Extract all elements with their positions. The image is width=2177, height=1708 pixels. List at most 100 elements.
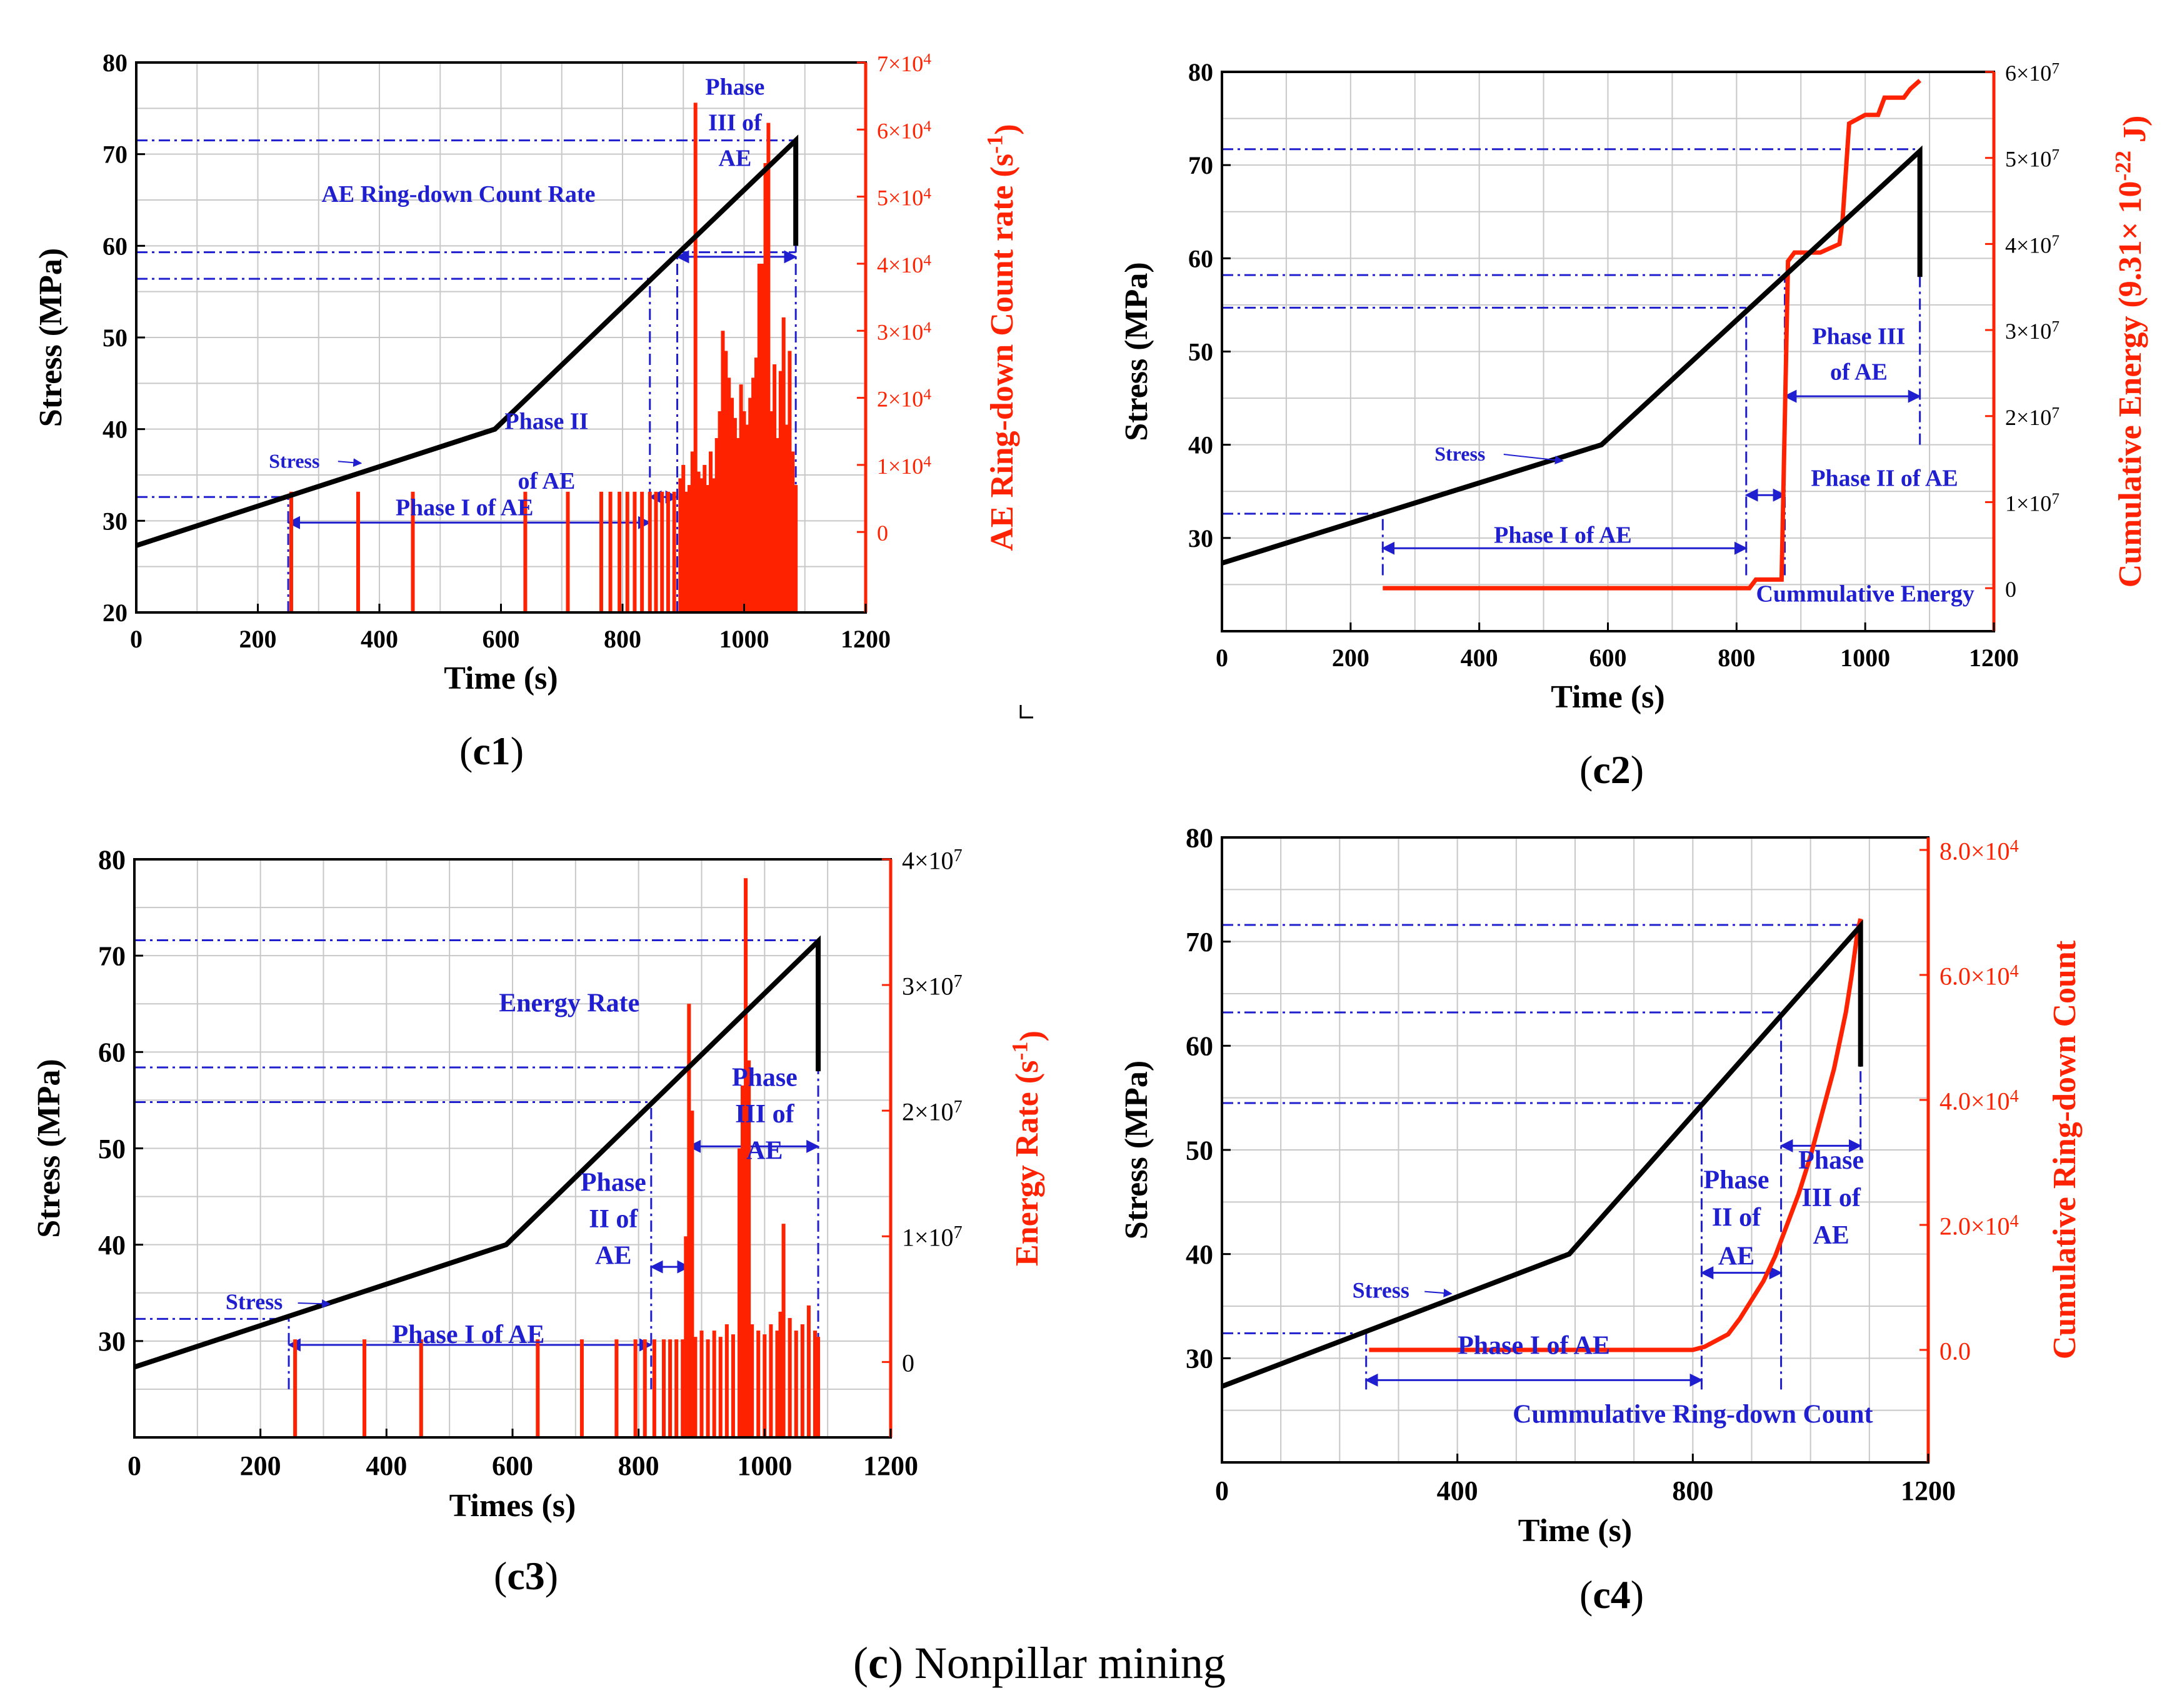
y2-axis-label: Cumulative Ring-down Count [2047, 940, 2083, 1359]
ae-bar [599, 491, 603, 612]
x-tick-label: 0 [1216, 644, 1228, 672]
ae-bar [684, 1236, 688, 1437]
ae-bar [706, 1339, 710, 1437]
y-tick-label: 80 [103, 49, 128, 77]
ae-bar [693, 102, 698, 612]
y2-tick-label: 7×104 [877, 51, 931, 76]
y-tick-label: 70 [1186, 927, 1213, 957]
x-tick-label: 1000 [737, 1451, 792, 1481]
y2-tick-label: 4×104 [877, 252, 931, 277]
y2-tick-label: 1×104 [877, 454, 931, 479]
ae-bar [652, 1339, 656, 1437]
series-annotation: Cummulative Energy [1756, 581, 1974, 607]
y-tick-label: 30 [98, 1326, 126, 1357]
ae-bar [654, 491, 658, 612]
ae-bar [411, 491, 415, 612]
y-tick-label: 70 [98, 941, 126, 972]
x-tick-label: 600 [483, 625, 520, 653]
ae-bar [731, 1334, 735, 1437]
cumulative-count-line [1369, 918, 1863, 1352]
ae-bar [730, 397, 734, 612]
phase3-label: Phase [705, 74, 764, 100]
y-tick-label: 50 [103, 324, 128, 352]
ae-bar [721, 331, 725, 612]
y2-tick-label: 6×104 [877, 118, 931, 143]
stress-pointer [298, 1299, 331, 1309]
y-tick-label: 30 [1186, 1344, 1213, 1374]
ae-bar [773, 364, 777, 612]
x-tick-label: 800 [618, 1451, 659, 1481]
x-tick-label: 0 [128, 1451, 141, 1481]
phase1-label: Phase I of AE [392, 1321, 544, 1349]
ae-bar [794, 485, 798, 612]
x-tick-label: 1200 [841, 625, 891, 653]
y-axis-label: Stress (MPa) [1119, 262, 1154, 441]
ae-bar [703, 464, 707, 612]
ae-bar [690, 451, 694, 612]
ae-bar [566, 491, 570, 612]
x-tick-label: 1000 [1840, 644, 1890, 672]
ae-bar [289, 491, 293, 612]
y2-tick-label: 1×107 [902, 1223, 963, 1252]
x-axis-label: Time (s) [444, 661, 558, 696]
x-tick-label: 200 [239, 625, 277, 653]
ae-bar [681, 1339, 685, 1437]
stress-annotation: Stress [1353, 1278, 1409, 1303]
x-tick-label: 400 [361, 625, 398, 653]
x-axis-label: Time (s) [1551, 679, 1664, 715]
ae-bar [666, 491, 670, 612]
chart-panel-c4: 0 400 800 1200 30 40 50 60 70 80 0.0 2.0×104 4.0×104… [1119, 822, 2083, 1549]
stress-line [135, 134, 799, 548]
ae-bar [712, 1331, 716, 1437]
y-tick-label: 40 [1188, 431, 1213, 459]
y-tick-label: 20 [103, 599, 128, 627]
y-tick-label: 80 [1186, 822, 1213, 853]
ae-bar [806, 1305, 811, 1437]
cumulative-energy-line [1383, 79, 1921, 591]
ae-bar [718, 411, 722, 612]
ae-bar [739, 384, 743, 612]
ae-bar [668, 1339, 673, 1437]
phase3-label: of AE [1830, 359, 1888, 385]
y-tick-label: 50 [1188, 338, 1213, 366]
ae-bar [724, 1324, 729, 1437]
x-tick-label: 800 [1718, 644, 1755, 672]
stress-line [133, 935, 821, 1370]
y-tick-label: 70 [103, 141, 128, 169]
y-tick-label: 40 [1186, 1239, 1213, 1270]
y2-tick-label: 0 [2005, 577, 2016, 602]
ae-bar [816, 1337, 821, 1437]
y2-tick-label: 4×107 [902, 846, 963, 875]
ae-bar [794, 1331, 798, 1437]
y-tick-label: 60 [98, 1037, 126, 1068]
ae-bar [788, 1317, 792, 1437]
ae-bar [754, 357, 758, 612]
phase2-label: of AE [518, 468, 576, 494]
ae-bar [419, 1339, 423, 1437]
ae-bar [778, 371, 783, 612]
phase2-label: Phase II of AE [1811, 465, 1958, 491]
y-axis-label: Stress (MPa) [31, 1059, 67, 1237]
ae-bar [745, 424, 749, 612]
x-tick-label: 600 [1589, 644, 1627, 672]
y-tick-label: 60 [1186, 1031, 1213, 1062]
ae-bar [742, 411, 746, 612]
ae-bar [733, 417, 737, 612]
chart-panel-c3: 0 200 400 600 800 1000 120030405060708001×1072… [31, 844, 1049, 1524]
phase1-label: Phase I of AE [1458, 1332, 1610, 1361]
ae-bar [618, 491, 622, 612]
ae-bar [709, 451, 713, 612]
y-tick-label: 50 [1186, 1135, 1213, 1166]
phase3-label: AE [1813, 1221, 1849, 1250]
stress-line [1221, 919, 1863, 1389]
ae-bar [741, 1085, 745, 1437]
phase2-label: II of [1712, 1204, 1761, 1232]
phase3-label: Phase III [1812, 324, 1905, 350]
ae-bar [781, 1224, 786, 1437]
x-tick-label: 200 [1332, 644, 1369, 672]
y2-tick-label: 2×107 [2005, 404, 2059, 429]
phase3-label: AE [746, 1136, 783, 1165]
ae-bar [625, 491, 629, 612]
ae-bar [791, 451, 795, 612]
phase2-label: AE [1718, 1242, 1754, 1271]
